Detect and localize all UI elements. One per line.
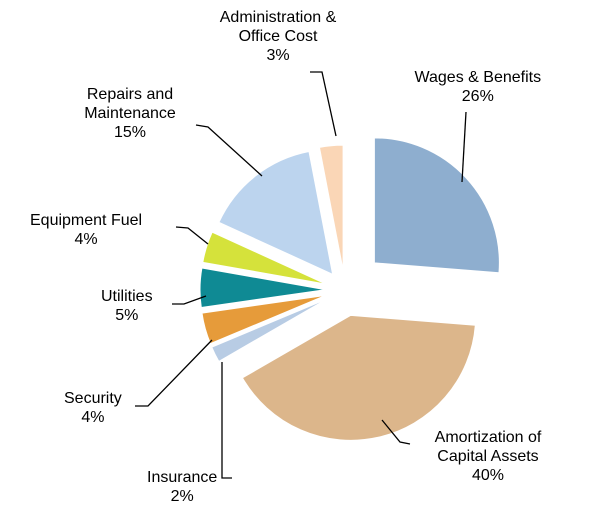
leader-line: [135, 339, 213, 407]
slice-label: Administration & Office Cost 3%: [203, 8, 353, 65]
value-label: 15%: [113, 124, 147, 141]
category-name: Equipment Fuel: [30, 212, 143, 229]
category-name: Insurance: [147, 469, 218, 486]
leader-line: [221, 362, 232, 479]
pie-slice: [202, 231, 327, 285]
pie-slice: [218, 150, 334, 276]
pie-slice: [199, 267, 326, 309]
value-label: 3%: [266, 47, 290, 64]
leader-line: [175, 226, 209, 245]
slice-label: Repairs and Maintenance 15%: [68, 85, 193, 142]
slice-label: Insurance 2%: [147, 468, 217, 506]
category-name: Security: [64, 390, 122, 407]
value-label: 5%: [115, 307, 139, 324]
pie-slice: [211, 298, 328, 363]
value-label: 26%: [461, 88, 494, 105]
value-label: 4%: [81, 409, 105, 426]
category-name: Amortization of Capital Assets: [434, 429, 542, 465]
pie-slice: [241, 314, 476, 441]
leader-line: [461, 111, 467, 183]
category-name: Repairs and Maintenance: [84, 86, 176, 122]
slice-label: Wages & Benefits 26%: [415, 68, 542, 106]
leader-line: [195, 124, 263, 177]
slice-label: Utilities 5%: [101, 287, 153, 325]
leader-line: [381, 419, 411, 445]
value-label: 4%: [74, 231, 98, 248]
pie-slice: [201, 294, 326, 345]
category-name: Utilities: [101, 288, 153, 305]
slice-label: Amortization of Capital Assets 40%: [421, 428, 556, 485]
category-name: Administration & Office Cost: [219, 9, 337, 45]
value-label: 2%: [170, 488, 194, 505]
leader-line: [310, 71, 337, 137]
category-name: Wages & Benefits: [414, 69, 542, 86]
pie-slice: [373, 137, 500, 274]
value-label: 40%: [471, 467, 505, 484]
leader-line: [172, 295, 207, 305]
slice-label: Equipment Fuel 4%: [30, 211, 142, 249]
pie-slice: [318, 144, 344, 271]
slice-label: Security 4%: [64, 389, 122, 427]
